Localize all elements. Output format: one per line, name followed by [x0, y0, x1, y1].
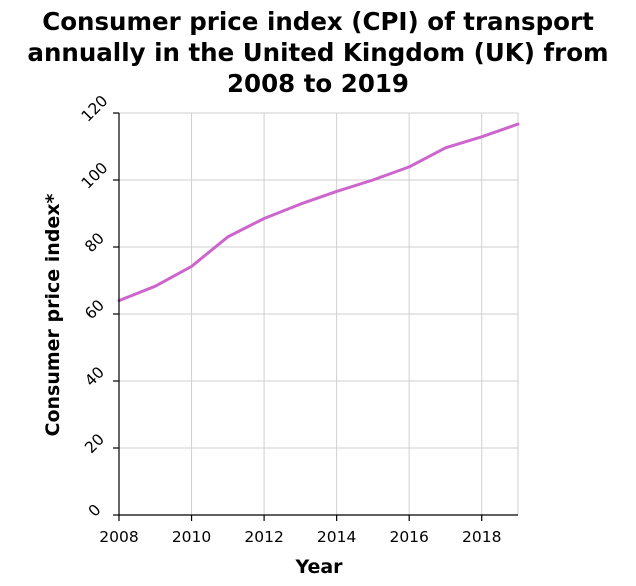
y-tick-label: 80: [81, 229, 108, 256]
x-tick-labels: 2008 2010 2012 2014 2016 2018: [99, 528, 501, 546]
chart-title-line: Consumer price index (CPI) of transport: [42, 7, 594, 36]
gridlines: [118, 112, 519, 516]
y-tick-labels: 0 20 40 60 80 100 120: [78, 92, 112, 521]
x-tick-label: 2014: [317, 528, 356, 546]
y-tick-label: 100: [78, 159, 112, 193]
series-lines: [117, 122, 520, 303]
x-tick-label: 2010: [172, 528, 211, 546]
y-tick-label: 0: [85, 501, 105, 521]
y-tick-label: 20: [81, 430, 108, 457]
series-line: [117, 122, 520, 303]
x-tick-label: 2018: [462, 528, 501, 546]
y-axis-label: Consumer price index*: [42, 193, 64, 436]
x-tick-label: 2016: [389, 528, 428, 546]
axes: [113, 112, 518, 521]
x-axis-label: Year: [294, 556, 343, 578]
y-tick-label: 40: [81, 363, 108, 390]
x-tick-label: 2008: [99, 528, 138, 546]
chart-title-line: 2008 to 2019: [227, 69, 409, 98]
y-tick-label: 60: [81, 296, 108, 323]
x-tick-label: 2012: [244, 528, 283, 546]
y-tick-label: 120: [78, 92, 112, 126]
chart-title-line: annually in the United Kingdom (UK) from: [27, 38, 609, 67]
chart-title: Consumer price index (CPI) of transport a…: [0, 6, 636, 99]
